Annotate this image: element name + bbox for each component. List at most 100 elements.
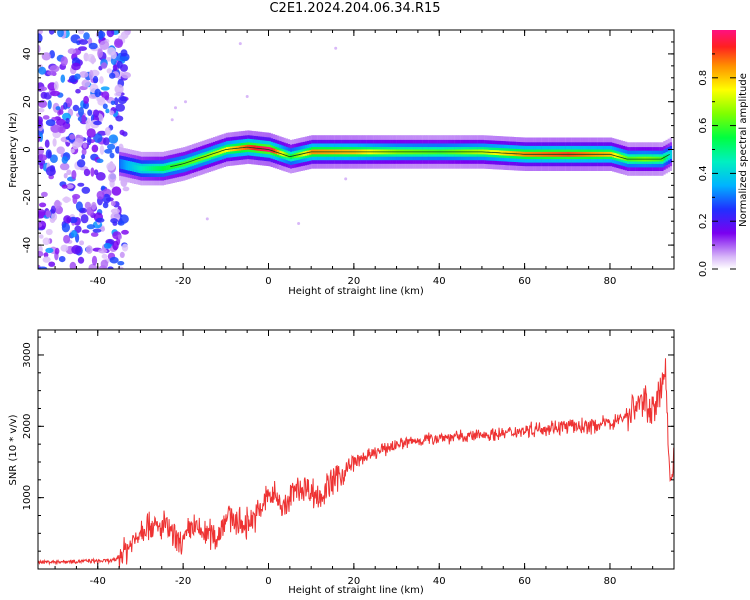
noise-blob [43,252,49,258]
noise-blob [63,173,68,179]
noise-blob [63,102,68,110]
colorbar: 0.0 0.2 0.4 0.6 0.8 Normalized spectral ampl… [698,30,749,277]
chart-title: C2E1.2024.204.06.34.R15 [269,1,441,16]
ridge-core [131,164,135,170]
x-tick-label: 40 [433,276,446,287]
noise-blob [99,40,110,50]
noise-blob [72,104,80,112]
noise-blob [170,118,174,122]
colorbar-tick-label: 0.6 [698,118,709,134]
noise-blob [110,218,118,224]
x-tick-label: 0 [265,576,271,587]
noise-blob [62,196,72,203]
ridge-core [125,162,128,168]
noise-blob [71,170,77,180]
ridge-core [123,162,126,168]
noise-blob [98,248,108,254]
noise-blob [83,168,91,177]
noise-blob [93,133,103,143]
spectrogram-x-axis-label: Height of straight line (km) [288,286,424,297]
noise-blob [334,46,338,50]
noise-blob [47,70,57,76]
noise-blob [100,86,110,91]
noise-blob [96,158,104,163]
ridge-core [168,164,171,170]
y-tick-label: 20 [22,95,33,108]
x-tick-label: 60 [518,276,531,287]
colorbar-tick-label: 0.2 [698,213,709,229]
noise-blob [106,30,115,38]
noise-blob [39,202,47,208]
noise-blob [39,162,44,170]
noise-blob [38,134,41,143]
noise-blob [38,116,43,125]
ridge-core [151,166,154,171]
ridge-core [669,151,673,157]
ridge-core [142,166,145,171]
snr-series-line [38,358,674,568]
noise-blob [86,135,92,146]
noise-blob [95,172,106,181]
noise-blob [53,81,59,91]
noise-blob [61,156,68,164]
ridge-core [138,165,141,171]
noise-blob [93,169,99,176]
noise-blob [57,30,64,38]
noise-blob [65,117,70,124]
noise-blob [71,230,78,238]
noise-blob [44,139,50,148]
noise-blob [174,106,177,110]
noise-blob [105,108,110,114]
noise-blob [77,30,85,35]
noise-blob [117,220,125,226]
noise-blob [83,95,89,104]
ridge-core [193,157,197,163]
noise-blob [106,68,113,74]
noise-blob [95,217,105,223]
noise-blob [85,245,93,254]
ridge-core [134,164,137,170]
ridge-core [665,154,668,160]
noise-blob [78,107,84,117]
noise-blob [107,266,114,269]
colorbar-tick-label: 0.0 [698,261,709,277]
noise-blob [48,261,56,267]
noise-blob [99,76,104,84]
noise-blob [121,71,131,79]
noise-blob [119,251,125,258]
noise-blob [86,128,96,138]
noise-blob [59,162,70,171]
ridge-core [661,156,664,162]
noise-blob [112,64,118,72]
colorbar-axis: 0.0 0.2 0.4 0.6 0.8 [698,53,736,277]
noise-blob [38,222,43,228]
noise-blob [121,243,129,252]
spectrogram-y-axis: -40 -20 0 20 40 [22,29,674,270]
ridge-core [206,153,209,159]
noise-region [38,30,348,269]
noise-blob [71,245,82,255]
noise-blob [87,109,93,116]
noise-blob [65,184,74,190]
noise-blob [39,234,44,239]
ridge-centre-line [170,146,670,168]
noise-blob [117,234,122,240]
x-tick-label: 0 [265,276,271,287]
noise-blob [45,149,52,159]
ridge-core [285,152,288,158]
y-tick-label: -40 [22,237,33,253]
noise-blob [50,205,56,214]
noise-blob [104,95,110,101]
noise-blob [72,195,78,205]
noise-blob [45,228,53,236]
noise-blob [297,222,301,225]
noise-blob [38,66,47,75]
noise-blob [109,152,115,159]
noise-blob [69,134,76,140]
noise-blob [42,256,51,263]
noise-blob [61,184,68,189]
noise-blob [120,49,128,57]
y-tick-label: 1000 [22,485,33,510]
noise-blob [48,30,55,35]
noise-blob [74,73,81,80]
